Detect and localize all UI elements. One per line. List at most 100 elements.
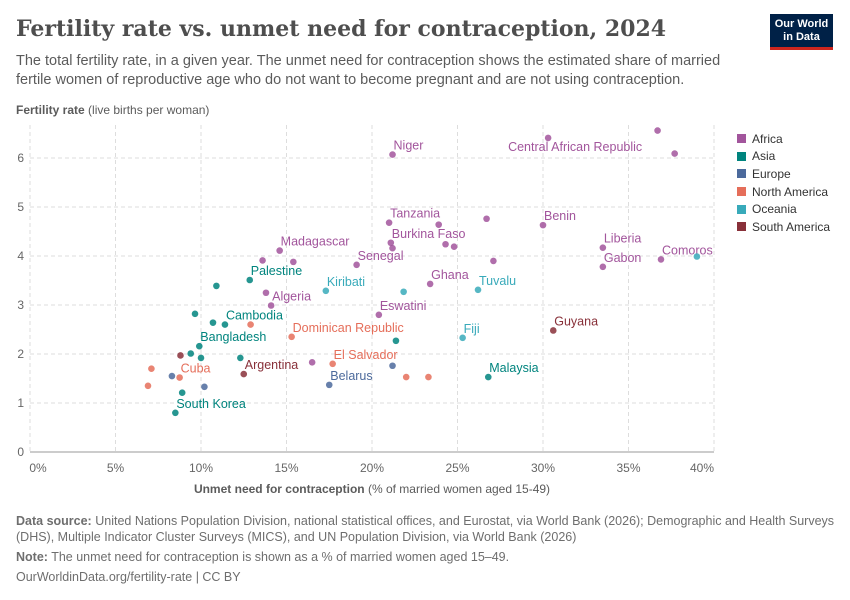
x-axis-label: Unmet need for contraception (% of marri…	[194, 482, 550, 496]
data-point-oceania	[322, 287, 330, 295]
point-label: Comoros	[662, 243, 713, 257]
logo-line-1: Our World	[774, 18, 829, 30]
point-label: Palestine	[251, 264, 302, 278]
data-point-africa	[544, 134, 552, 142]
point-label: Bangladesh	[200, 330, 266, 344]
data-point-oceania	[474, 286, 482, 294]
x-axis-label-unit: (% of married women aged 15-49)	[368, 482, 550, 496]
legend-swatch	[737, 134, 746, 144]
note: Note: The unmet need for contraception i…	[16, 549, 836, 565]
legend-label: Europe	[752, 166, 791, 181]
data-point-africa	[450, 243, 458, 250]
data-point-africa	[599, 244, 607, 251]
point-label: Argentina	[245, 358, 299, 372]
legend-item[interactable]: North America	[737, 183, 830, 201]
point-label: Tanzania	[390, 207, 440, 221]
data-point-europe	[389, 362, 396, 370]
data-point-africa	[435, 221, 442, 228]
data-point-africa	[657, 256, 665, 263]
data-point-africa	[276, 247, 283, 254]
y-tick-label: 2	[17, 347, 24, 361]
data-point-north-america	[288, 333, 295, 341]
x-axis-label-bold: Unmet need for contraception	[194, 482, 368, 496]
x-tick-label: 10%	[189, 461, 213, 475]
data-point-asia	[484, 373, 492, 381]
legend-label: North America	[752, 184, 829, 199]
y-tick-label: 6	[17, 151, 24, 165]
data-point-europe	[201, 383, 208, 391]
data-source-text: United Nations Population Division, nati…	[16, 514, 835, 544]
legend-item[interactable]: Oceania	[737, 200, 830, 218]
data-point-africa	[290, 258, 297, 266]
x-tick-label: 35%	[616, 461, 640, 475]
x-tick-label: 0%	[29, 461, 47, 475]
y-axis-label-unit: (live births per woman)	[88, 103, 210, 117]
data-point-north-america	[148, 365, 155, 373]
point-label: Central African Republic	[508, 140, 642, 154]
point-label: Cuba	[181, 362, 211, 376]
legend-item[interactable]: Africa	[737, 130, 830, 148]
data-point-africa	[375, 311, 383, 319]
point-label: Guyana	[554, 314, 598, 328]
legend-label: Africa	[752, 131, 783, 146]
data-point-asia	[237, 354, 244, 362]
data-point-asia	[197, 354, 205, 362]
point-label: Madagascar	[281, 235, 350, 249]
data-point-oceania	[400, 288, 407, 296]
x-tick-label: 20%	[360, 461, 384, 475]
point-label: El Salvador	[334, 348, 398, 362]
point-label: Tuvalu	[479, 274, 516, 288]
note-text: The unmet need for contraception is show…	[51, 550, 510, 564]
legend-swatch	[737, 204, 746, 214]
data-point-oceania	[693, 253, 701, 260]
point-label: Eswatini	[380, 299, 427, 313]
legend-label: Asia	[752, 149, 776, 164]
point-label: Belarus	[330, 369, 372, 383]
data-point-africa	[389, 151, 396, 158]
chart-subtitle: The total fertility rate, in a given yea…	[16, 53, 721, 88]
point-label: Senegal	[358, 249, 404, 263]
point-label: Burkina Faso	[392, 227, 466, 241]
point-label: South Korea	[176, 397, 246, 411]
point-label: Liberia	[604, 232, 642, 246]
data-point-asia	[246, 276, 254, 284]
legend-item[interactable]: Europe	[737, 165, 830, 183]
data-point-africa	[490, 257, 497, 265]
credit-link[interactable]: OurWorldinData.org/fertility-rate | CC B…	[16, 570, 241, 584]
y-tick-label: 4	[17, 249, 24, 263]
data-point-asia	[213, 282, 220, 290]
data-point-africa	[389, 244, 396, 252]
data-point-asia	[187, 350, 195, 357]
data-point-asia	[209, 319, 217, 326]
data-point-africa	[483, 215, 490, 223]
data-point-north-america	[425, 373, 432, 381]
legend-item[interactable]: South America	[737, 218, 830, 236]
owid-logo[interactable]: Our World in Data	[770, 14, 833, 50]
data-point-asia	[221, 321, 229, 328]
data-point-north-america	[144, 382, 152, 390]
point-label: Kiribati	[327, 275, 365, 289]
data-point-north-america	[176, 374, 183, 381]
legend-label: Oceania	[752, 202, 797, 217]
data-point-south-america	[177, 352, 184, 359]
footer: Data source: United Nations Population D…	[16, 513, 836, 589]
point-label: Ghana	[431, 268, 469, 282]
data-point-south-america	[240, 370, 248, 378]
data-point-africa	[539, 221, 547, 229]
legend-swatch	[737, 151, 746, 161]
data-point-africa	[442, 240, 449, 248]
data-point-africa	[599, 263, 607, 271]
x-tick-label: 5%	[107, 461, 125, 475]
data-point-africa	[267, 302, 275, 309]
point-label: Niger	[394, 139, 424, 153]
data-point-africa	[387, 239, 395, 247]
scatter-plot: 0 1 2 3 4 5 6 0% 5% 10% 15% 20% 25% 30% 35% 40% Unmet ne…	[17, 125, 715, 496]
y-tick-label: 3	[17, 298, 24, 312]
y-axis-label-bold: Fertility rate	[16, 103, 85, 117]
legend-item[interactable]: Asia	[737, 148, 830, 166]
data-point-africa	[426, 280, 434, 288]
legend-label: South America	[752, 219, 831, 234]
point-label: Benin	[544, 209, 576, 223]
data-point-africa	[262, 289, 270, 297]
data-point-north-america	[329, 360, 336, 368]
